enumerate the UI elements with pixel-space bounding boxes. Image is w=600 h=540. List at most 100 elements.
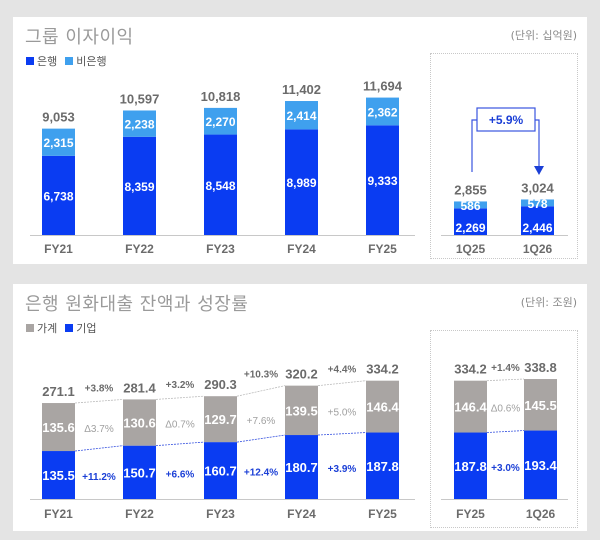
total-label: 271.1 (42, 384, 75, 399)
legend-label: 비은행 (76, 55, 107, 68)
total-label: 320.2 (285, 367, 318, 382)
bank-value-label: 2,269 (455, 221, 485, 235)
loan-balance-panel: 은행 원화대출 잔액과 성장률 (단위: 조원) 가계 기업 135.5 135.… (13, 284, 587, 531)
bar-corporate (285, 435, 318, 499)
corporate-value-label: 180.7 (285, 460, 318, 475)
loan-balance-chart: 135.5 135.6 271.1 FY21 150.7 130.6 281.4 FY22 16… (30, 360, 568, 521)
corporate-trend-line (236, 434, 286, 443)
bar-nonbank (366, 97, 399, 126)
interest-income-chart: 6,738 2,315 9,053 FY21 8,359 2,238 10,597 FY22 8… (30, 79, 568, 256)
bank-value-label: 2,446 (522, 221, 552, 235)
legend-swatch (26, 57, 34, 65)
corporate-value-label: 193.4 (524, 458, 557, 473)
total-label: 10,597 (120, 91, 160, 106)
bar-household (524, 379, 557, 431)
growth-bracket-left (471, 119, 477, 172)
x-tick-label: FY21 (44, 242, 73, 256)
total-trend-line (486, 378, 525, 382)
x-tick-label: FY25 (456, 507, 485, 521)
legend-item-corporate: 기업 (65, 320, 97, 336)
growth-badge-label: +5.9% (489, 113, 524, 127)
bank-value-label: 8,359 (124, 180, 154, 194)
nonbank-value-label: 2,414 (286, 109, 316, 123)
bar-nonbank (454, 201, 487, 209)
bar-nonbank (123, 110, 156, 137)
x-tick-label: 1Q26 (526, 507, 556, 521)
legend-swatch (65, 324, 74, 332)
household-value-label: 129.7 (204, 412, 237, 427)
corporate-growth-label: +11.2% (82, 472, 116, 483)
bar-corporate (123, 445, 156, 499)
corporate-value-label: 135.5 (42, 468, 75, 483)
legend-label: 은행 (37, 55, 58, 68)
bar-corporate (454, 432, 487, 499)
nonbank-value-label: 2,315 (43, 136, 73, 150)
unit-label: (단위: 조원) (520, 296, 577, 309)
x-tick-label: FY24 (287, 242, 316, 256)
legend-item-bank: 은행 (26, 53, 57, 69)
legend-swatch (26, 324, 34, 332)
corporate-trend-line (155, 441, 205, 447)
corporate-value-label: 160.7 (204, 464, 237, 479)
quarterly-inset-box (430, 53, 578, 259)
bar-nonbank (521, 199, 554, 207)
bar-household (204, 396, 237, 443)
bar-household (285, 385, 318, 436)
bar-household (123, 399, 156, 446)
growth-arrow-head (534, 166, 544, 175)
x-tick-label: FY24 (287, 507, 316, 521)
nonbank-value-label: 2,270 (205, 115, 235, 129)
growth-badge (476, 107, 536, 132)
bar-corporate (524, 430, 557, 499)
bank-value-label: 9,333 (367, 174, 397, 188)
legend-item-household: 가계 (26, 320, 57, 336)
household-value-label: 130.6 (123, 416, 156, 431)
total-label: 290.3 (204, 377, 237, 392)
total-trend-line (155, 395, 205, 400)
legend-item-nonbank: 비은행 (65, 53, 107, 69)
bar-household (366, 380, 399, 433)
corporate-trend-line (486, 430, 525, 433)
legend: 가계 기업 (26, 320, 97, 336)
household-growth-label: Δ0.6% (491, 404, 521, 415)
interest-income-panel: 그룹 이자이익 (단위: 십억원) 은행 비은행 6,738 2,315 9,053… (13, 17, 587, 264)
growth-bracket-right (535, 119, 540, 167)
bar-bank (366, 125, 399, 235)
bank-value-label: 8,989 (286, 176, 316, 190)
bar-bank (204, 134, 237, 235)
total-label: 11,694 (363, 79, 403, 94)
bar-nonbank (42, 128, 75, 156)
quarterly-inset-box (430, 330, 578, 528)
bank-value-label: 8,548 (205, 179, 235, 193)
bar-corporate (204, 442, 237, 499)
total-growth-label: +1.4% (491, 363, 520, 374)
corporate-growth-label: +3.0% (491, 463, 520, 474)
household-value-label: 146.4 (454, 400, 487, 415)
corporate-value-label: 187.8 (366, 459, 399, 474)
bar-bank (285, 129, 318, 235)
x-tick-label: 1Q25 (456, 242, 486, 256)
bank-value-label: 6,738 (43, 189, 73, 203)
corporate-growth-label: +6.6% (166, 469, 195, 480)
nonbank-value-label: 586 (460, 199, 480, 213)
household-value-label: 146.4 (366, 400, 399, 415)
bar-household (42, 403, 75, 452)
total-trend-line (317, 380, 367, 387)
corporate-trend-line (317, 432, 367, 436)
x-tick-label: FY23 (206, 507, 235, 521)
x-tick-label: FY25 (368, 507, 397, 521)
corporate-trend-line (74, 445, 124, 452)
x-tick-label: 1Q26 (523, 242, 553, 256)
total-label: 2,855 (454, 182, 487, 197)
x-tick-label: FY22 (125, 242, 154, 256)
bar-bank (454, 208, 487, 235)
chart-title: 그룹 이자이익 (25, 27, 134, 48)
total-growth-label: +4.4% (328, 365, 357, 376)
x-tick-label: FY25 (368, 242, 397, 256)
bar-bank (123, 136, 156, 235)
legend-label: 가계 (37, 322, 58, 335)
total-label: 334.2 (366, 362, 399, 377)
corporate-value-label: 150.7 (123, 465, 156, 480)
household-growth-label: Δ0.7% (165, 420, 195, 431)
corporate-growth-label: +12.4% (244, 468, 278, 479)
